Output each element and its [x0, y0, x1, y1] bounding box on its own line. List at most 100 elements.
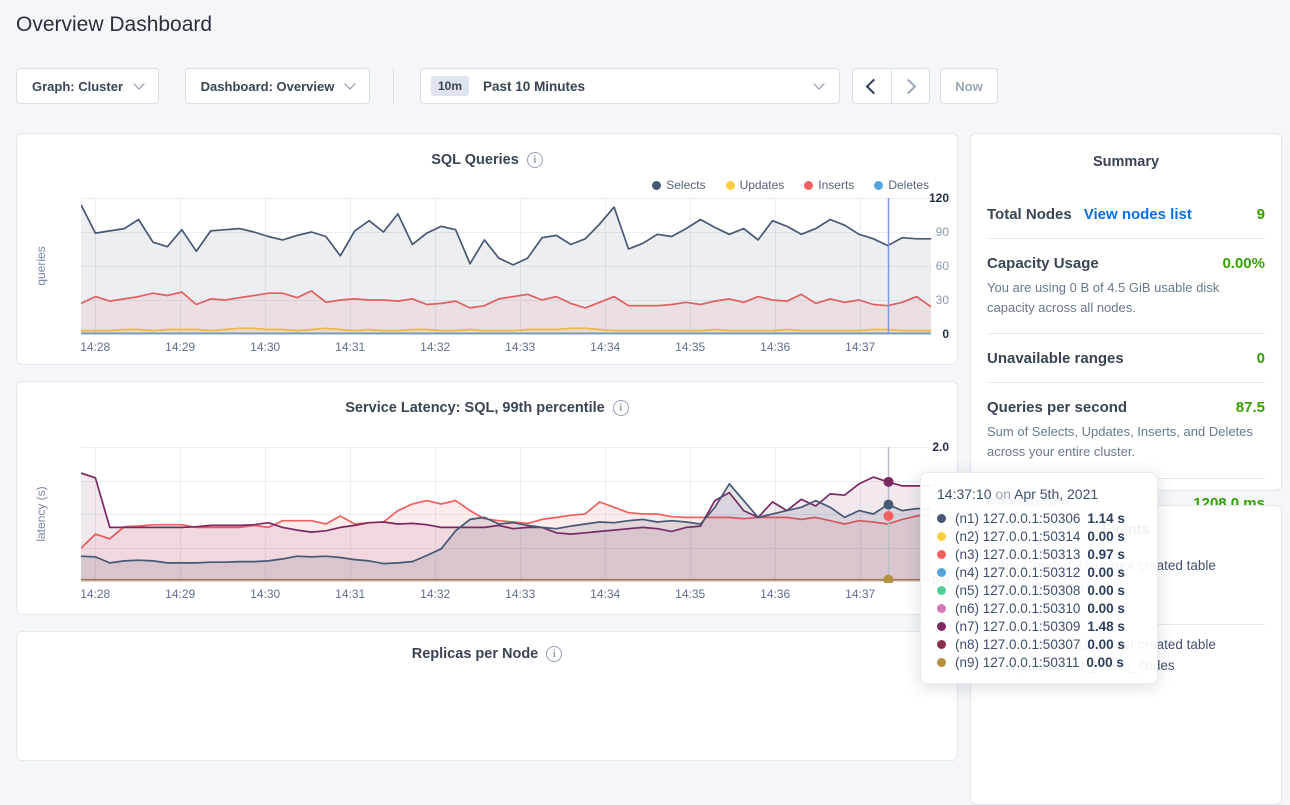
node-color-dot	[937, 513, 946, 523]
series-line	[81, 327, 931, 332]
x-tick-label: 14:37	[845, 587, 876, 601]
chart-panel-service-latency: Service Latency: SQL, 99th percentile i …	[16, 381, 958, 615]
tooltip-value: 0.00 s	[1087, 636, 1125, 652]
chart-tooltip: 14:37:10 on Apr 5th, 2021 (n1) 127.0.0.1…	[920, 472, 1158, 684]
x-tick-label: 14:33	[505, 340, 536, 354]
summary-rows: Total Nodes View nodes list 9 Capacity Usag…	[971, 180, 1281, 527]
legend-label: Inserts	[818, 178, 855, 192]
x-tick-label: 14:29	[165, 587, 196, 601]
tooltip-value: 0.97 s	[1087, 546, 1125, 562]
chart-title: SQL Queries i	[17, 134, 957, 168]
node-color-dot	[937, 657, 946, 667]
hover-dot	[883, 499, 894, 510]
info-icon[interactable]: i	[546, 646, 563, 662]
view-nodes-link[interactable]: View nodes list	[1083, 206, 1192, 223]
y-axis-label: latency (s)	[34, 486, 48, 542]
series-area	[81, 290, 931, 334]
hover-dot	[883, 511, 894, 522]
tooltip-value: 0.00 s	[1087, 564, 1125, 580]
summary-desc: Sum of Selects, Updates, Inserts, and De…	[987, 424, 1253, 460]
summary-row-top: Unavailable ranges 0	[987, 350, 1265, 367]
series-area	[81, 483, 931, 581]
series-line	[80, 483, 931, 565]
legend-swatch-icon	[804, 180, 814, 190]
summary-title: Summary	[1092, 154, 1160, 170]
x-tick-label: 14:30	[250, 340, 281, 354]
legend-item: Inserts	[804, 178, 854, 192]
tooltip-row: (n9) 127.0.0.1:50311 0.00 s	[937, 653, 1141, 671]
summary-value: 0.00%	[1222, 255, 1265, 272]
tooltip-row: (n2) 127.0.0.1:50314 0.00 s	[937, 527, 1141, 545]
tooltip-on-text: on	[995, 486, 1011, 502]
node-color-dot	[937, 603, 946, 613]
x-tick-label: 14:36	[760, 587, 791, 601]
time-range-arrows	[852, 68, 930, 104]
info-icon[interactable]: i	[612, 400, 629, 416]
chart-svg	[80, 447, 932, 585]
node-color-dot	[937, 549, 946, 559]
tooltip-node: (n4) 127.0.0.1:50312	[955, 564, 1081, 580]
chart-title-text: Replicas per Node	[411, 646, 539, 662]
summary-label: Unavailable ranges	[987, 350, 1124, 368]
chart-panel-sql-queries: SQL Queries i Selects Updates Inserts Delet…	[16, 133, 958, 365]
summary-row: Total Nodes View nodes list 9	[987, 190, 1265, 239]
dashboard-dropdown[interactable]: Dashboard: Overview	[185, 68, 370, 104]
chart-plot[interactable]	[80, 198, 932, 341]
time-range-selector[interactable]: 10m Past 10 Minutes	[420, 68, 840, 104]
legend-label: Updates	[739, 178, 785, 192]
y-tick-label: 120	[928, 191, 949, 205]
x-tick-label: 14:31	[335, 340, 366, 354]
summary-row: Capacity Usage 0.00% You are using 0 B of …	[987, 239, 1265, 335]
y-tick-label: 60	[935, 259, 949, 273]
x-tick-label: 14:28	[80, 587, 111, 601]
graph-dropdown[interactable]: Graph: Cluster	[16, 68, 159, 104]
summary-value: 9	[1256, 206, 1265, 223]
chart-plot[interactable]	[80, 447, 932, 588]
x-axis-ticks: 14:28 14:29 14:30 14:31 14:32 14:33 14:34 14:35…	[80, 587, 931, 603]
node-color-dot	[937, 567, 946, 577]
tooltip-row: (n7) 127.0.0.1:50309 1.48 s	[937, 617, 1141, 635]
y-tick-label: 90	[935, 225, 949, 239]
tooltip-row: (n4) 127.0.0.1:50312 0.00 s	[937, 563, 1141, 581]
y-tick-label: 30	[935, 293, 949, 307]
x-tick-label: 14:36	[760, 340, 791, 354]
prev-button[interactable]	[853, 69, 891, 103]
chart-title: Service Latency: SQL, 99th percentile i	[17, 382, 957, 416]
summary-desc: You are using 0 B of 4.5 GiB usable disk…	[987, 280, 1220, 316]
x-axis-ticks: 14:28 14:29 14:30 14:31 14:32 14:33 14:34 14:35…	[80, 340, 931, 356]
page-title: Overview Dashboard	[16, 13, 213, 36]
legend: Selects Updates Inserts Deletes	[652, 178, 929, 192]
legend-swatch-icon	[725, 180, 735, 190]
tooltip-value: 0.00 s	[1087, 582, 1125, 598]
divider	[393, 68, 394, 104]
chart-svg	[80, 198, 932, 335]
tooltip-row: (n6) 127.0.0.1:50310 0.00 s	[937, 599, 1141, 617]
chart-panel-replicas-per-node: Replicas per Node i	[16, 631, 958, 761]
tooltip-node: (n7) 127.0.0.1:50309	[955, 618, 1081, 634]
x-tick-label: 14:35	[675, 340, 706, 354]
node-color-dot	[937, 621, 946, 631]
tooltip-node: (n6) 127.0.0.1:50310	[955, 600, 1081, 616]
now-button[interactable]: Now	[940, 68, 998, 104]
tooltip-node: (n8) 127.0.0.1:50307	[955, 636, 1081, 652]
legend-label: Selects	[666, 178, 706, 192]
legend-item: Selects	[652, 178, 706, 192]
y-tick-label: 2.0	[932, 440, 949, 454]
x-tick-label: 14:34	[590, 340, 621, 354]
chevron-down-icon	[813, 78, 825, 90]
hover-dot	[883, 476, 894, 487]
time-range-badge: 10m	[431, 76, 470, 96]
node-color-dot	[937, 639, 946, 649]
x-tick-label: 14:33	[505, 587, 536, 601]
series-line	[80, 499, 932, 549]
summary-row-top: Queries per second 87.5	[987, 399, 1265, 416]
next-button[interactable]	[890, 69, 930, 103]
time-range-label: Past 10 Minutes	[483, 78, 586, 94]
tooltip-value: 1.14 s	[1087, 510, 1125, 526]
summary-row-top: Total Nodes View nodes list 9	[987, 206, 1265, 223]
x-tick-label: 14:29	[165, 340, 196, 354]
series-area	[81, 204, 931, 334]
tooltip-value: 1.48 s	[1087, 618, 1125, 634]
info-icon[interactable]: i	[526, 152, 543, 168]
graph-dropdown-label: Graph: Cluster	[31, 78, 123, 94]
